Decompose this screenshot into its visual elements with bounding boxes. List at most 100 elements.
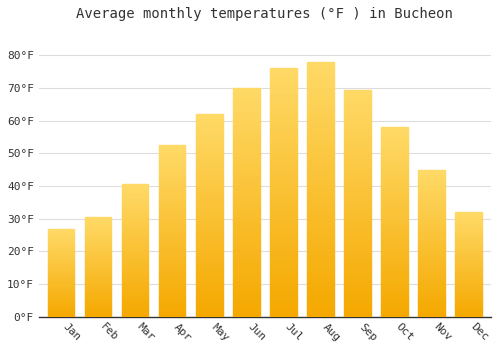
Bar xyxy=(84,225,112,227)
Bar xyxy=(159,220,186,224)
Bar xyxy=(455,256,482,258)
Bar xyxy=(344,176,370,181)
Bar xyxy=(344,217,370,221)
Bar xyxy=(196,304,222,309)
Bar xyxy=(233,106,260,111)
Bar xyxy=(84,307,112,309)
Bar xyxy=(455,246,482,248)
Bar xyxy=(455,237,482,239)
Bar xyxy=(196,296,222,301)
Bar xyxy=(418,202,445,205)
Bar xyxy=(455,231,482,233)
Bar xyxy=(122,205,148,208)
Bar xyxy=(84,277,112,279)
Bar xyxy=(48,267,74,269)
Bar xyxy=(455,258,482,260)
Bar xyxy=(344,162,370,167)
Bar xyxy=(307,174,334,179)
Bar xyxy=(233,211,260,216)
Bar xyxy=(270,168,296,173)
Bar xyxy=(455,218,482,220)
Bar xyxy=(159,207,186,210)
Bar xyxy=(344,299,370,303)
Bar xyxy=(122,232,148,235)
Bar xyxy=(84,243,112,245)
Bar xyxy=(418,193,445,196)
Bar xyxy=(418,302,445,305)
Bar xyxy=(307,220,334,225)
Bar xyxy=(48,281,74,283)
Bar xyxy=(381,252,407,256)
Bar xyxy=(84,295,112,297)
Bar xyxy=(122,288,148,290)
Bar xyxy=(196,256,222,260)
Bar xyxy=(418,299,445,302)
Bar xyxy=(159,210,186,214)
Bar xyxy=(455,214,482,216)
Bar xyxy=(418,205,445,208)
Bar xyxy=(122,253,148,256)
Bar xyxy=(307,103,334,108)
Bar xyxy=(307,144,334,148)
Bar xyxy=(381,195,407,199)
Bar xyxy=(233,289,260,294)
Bar xyxy=(418,290,445,293)
Bar xyxy=(307,225,334,230)
Bar xyxy=(455,269,482,271)
Bar xyxy=(307,123,334,128)
Bar xyxy=(48,250,74,251)
Bar xyxy=(48,262,74,264)
Bar xyxy=(307,205,334,210)
Bar xyxy=(270,118,296,123)
Bar xyxy=(233,262,260,266)
Bar xyxy=(270,138,296,143)
Bar xyxy=(159,214,186,217)
Bar xyxy=(270,158,296,163)
Bar xyxy=(196,268,222,272)
Bar xyxy=(48,306,74,308)
Bar xyxy=(159,173,186,176)
Bar xyxy=(344,308,370,312)
Bar xyxy=(418,273,445,275)
Bar xyxy=(381,286,407,290)
Bar xyxy=(270,262,296,267)
Bar xyxy=(122,259,148,261)
Bar xyxy=(455,302,482,304)
Bar xyxy=(381,180,407,184)
Bar xyxy=(381,248,407,252)
Bar xyxy=(159,282,186,286)
Bar xyxy=(84,227,112,229)
Bar xyxy=(122,277,148,280)
Bar xyxy=(307,77,334,82)
Bar xyxy=(122,312,148,314)
Bar xyxy=(455,250,482,252)
Bar xyxy=(381,218,407,222)
Bar xyxy=(233,234,260,239)
Bar xyxy=(48,239,74,241)
Bar xyxy=(270,247,296,252)
Bar xyxy=(270,208,296,212)
Bar xyxy=(455,277,482,279)
Bar xyxy=(159,265,186,269)
Bar xyxy=(455,273,482,275)
Bar xyxy=(122,285,148,288)
Bar xyxy=(233,239,260,244)
Bar xyxy=(196,309,222,313)
Bar xyxy=(455,279,482,281)
Bar xyxy=(307,215,334,220)
Bar xyxy=(196,122,222,126)
Bar xyxy=(122,195,148,198)
Bar xyxy=(381,313,407,317)
Bar xyxy=(381,267,407,271)
Bar xyxy=(159,203,186,207)
Bar xyxy=(233,225,260,230)
Bar xyxy=(84,237,112,239)
Bar xyxy=(270,68,296,73)
Bar xyxy=(307,62,334,67)
Bar xyxy=(233,116,260,120)
Bar xyxy=(270,212,296,217)
Bar xyxy=(418,246,445,249)
Bar xyxy=(196,293,222,296)
Bar xyxy=(344,226,370,230)
Bar xyxy=(418,240,445,243)
